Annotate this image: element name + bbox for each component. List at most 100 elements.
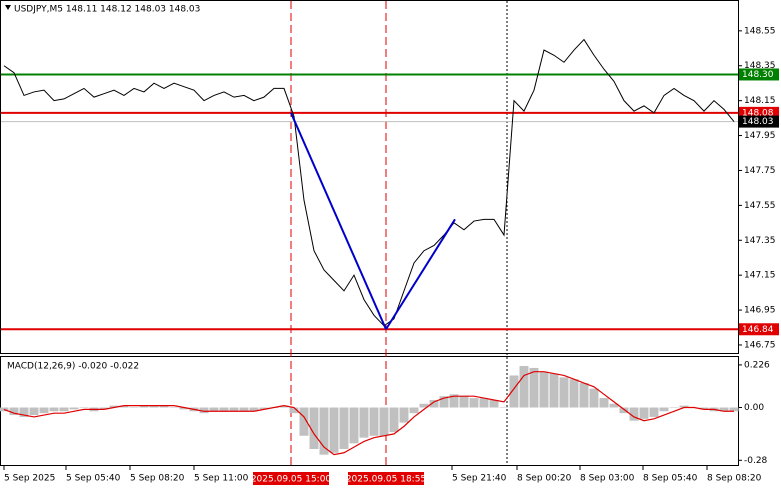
histogram-bar — [579, 383, 589, 408]
y-tick-label: 147.15 — [744, 271, 776, 281]
histogram-bar — [129, 407, 139, 409]
y-tick-label: 147.55 — [744, 201, 776, 211]
histogram-bar — [549, 373, 559, 408]
y-tick-label: 148.35 — [744, 61, 776, 71]
histogram-bar — [369, 407, 379, 436]
histogram-bar — [429, 399, 439, 408]
histogram-bar — [159, 405, 169, 408]
histogram-bar — [669, 407, 679, 409]
histogram-bar — [729, 407, 739, 412]
histogram-bar — [19, 407, 29, 417]
histogram-bar — [69, 407, 79, 410]
price-label-box — [739, 68, 779, 81]
histogram-bar — [609, 403, 619, 408]
x-tick-label: 5 Sep 05:40 — [66, 474, 121, 484]
histogram-bar — [109, 405, 119, 408]
y-tick-label: 147.75 — [744, 166, 776, 176]
histogram-bar — [99, 407, 109, 410]
histogram-bar — [179, 407, 189, 410]
x-tick-label: 5 Sep 2025 — [4, 474, 55, 484]
y-tick-label: 0.226 — [744, 360, 770, 370]
histogram-bar — [199, 407, 209, 414]
price-label: 148.03 — [742, 117, 774, 127]
histogram-bar — [259, 407, 269, 410]
x-tick-label: 8 Sep 03:00 — [580, 474, 635, 484]
histogram-bar — [679, 405, 689, 408]
histogram-bar — [339, 407, 349, 449]
y-tick-label: 146.75 — [744, 340, 776, 350]
price-label-box — [739, 323, 779, 336]
histogram-bar — [9, 407, 19, 416]
histogram-bar — [619, 407, 629, 414]
histogram-bar — [479, 398, 489, 408]
histogram-bar — [149, 405, 159, 408]
histogram-bar — [589, 388, 599, 408]
menu-arrow — [5, 5, 11, 10]
histogram-bar — [559, 377, 569, 408]
histogram-bar — [499, 407, 509, 409]
x-tick-label: 5 Sep 11:00 — [194, 474, 249, 484]
histogram-bar — [699, 407, 709, 410]
histogram-bar — [459, 396, 469, 408]
histogram-bar — [389, 407, 399, 433]
histogram-bar — [539, 371, 549, 408]
histogram-bar — [239, 407, 249, 412]
trend-line — [290, 112, 387, 330]
histogram-bar — [449, 394, 459, 408]
y-tick-label: -0.28 — [744, 456, 768, 466]
histogram-bar — [359, 407, 369, 438]
histogram-bar — [399, 407, 409, 423]
histogram-bar — [649, 407, 659, 417]
histogram-bar — [639, 407, 649, 419]
y-tick-label: 148.55 — [744, 26, 776, 36]
x-tick-label: 5 Sep 21:40 — [452, 474, 507, 484]
histogram-bar — [209, 407, 219, 412]
trend-line — [385, 218, 456, 330]
price-label: 148.08 — [742, 108, 774, 118]
histogram-bar — [569, 379, 579, 408]
time-label: 2025.09.05 15:00 — [251, 475, 332, 485]
histogram-bar — [409, 407, 419, 414]
histogram-bar — [509, 375, 519, 408]
y-tick-label: 147.35 — [744, 236, 776, 246]
histogram-bar — [299, 407, 309, 436]
histogram-bar — [39, 407, 49, 414]
x-tick-label: 8 Sep 05:40 — [643, 474, 698, 484]
histogram-bar — [219, 407, 229, 412]
histogram-bar — [629, 407, 639, 421]
histogram-bar — [59, 407, 69, 412]
histogram-bar — [469, 398, 479, 408]
price-panel — [0, 0, 739, 354]
histogram-bar — [489, 399, 499, 408]
price-line — [3, 371, 734, 456]
histogram-bar — [229, 407, 239, 412]
macd-title: MACD(12,26,9) -0.020 -0.022 — [7, 362, 139, 372]
histogram-bar — [419, 403, 429, 408]
price-label: 148.30 — [742, 70, 774, 80]
histogram-bar — [29, 407, 39, 416]
x-tick-label: 8 Sep 08:20 — [707, 474, 762, 484]
histogram-bar — [79, 407, 89, 409]
histogram-bar — [379, 407, 389, 436]
histogram-bar — [529, 367, 539, 408]
histogram-bar — [319, 407, 329, 455]
y-tick-label: 147.95 — [744, 131, 776, 141]
price-label-box — [739, 115, 779, 128]
price-label: 146.84 — [742, 325, 774, 335]
y-tick-label: 0.00 — [744, 403, 764, 413]
histogram-bar — [249, 407, 259, 412]
y-tick-label: 146.95 — [744, 306, 776, 316]
histogram-bar — [439, 396, 449, 408]
histogram-bar — [49, 407, 59, 412]
histogram-bar — [169, 407, 179, 409]
histogram-bar — [719, 407, 729, 412]
histogram-bar — [519, 366, 529, 408]
histogram-bar — [289, 407, 299, 414]
y-tick-label: 148.15 — [744, 96, 776, 106]
histogram-bar — [279, 405, 289, 408]
x-tick-label: 5 Sep 08:20 — [130, 474, 185, 484]
histogram-bar — [139, 405, 149, 408]
time-label-box — [253, 472, 329, 485]
